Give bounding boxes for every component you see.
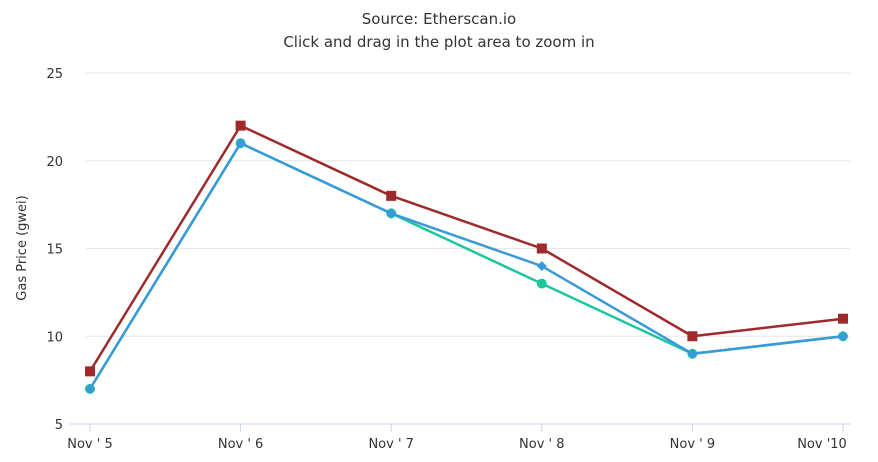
series-2-point-3[interactable] — [536, 243, 547, 254]
series-1-point-1[interactable] — [235, 138, 246, 149]
series-1-point-5[interactable] — [838, 331, 848, 342]
series-0-point-3[interactable] — [536, 278, 547, 289]
series-2-point-4[interactable] — [687, 331, 698, 342]
series-1-point-2[interactable] — [386, 208, 397, 219]
series-2-point-0[interactable] — [85, 366, 95, 377]
y-tick-label-0: 5 — [55, 418, 63, 433]
chart-title-line-1: Source: Etherscan.io — [362, 10, 516, 28]
x-tick-label-5: Nov '10 — [797, 437, 847, 452]
y-tick-label-4: 25 — [46, 67, 63, 82]
x-tick-label-3: Nov ' 8 — [519, 437, 564, 452]
series-line-2 — [88, 124, 844, 373]
y-tick-label-2: 15 — [46, 243, 63, 258]
x-tick-label-0: Nov ' 5 — [67, 437, 112, 452]
axes: 5 10 15 20 25 Nov ' 5 Nov ' 6 Nov ' 7 Nov ' 8 Nov… — [46, 67, 850, 452]
series-line-1 — [88, 141, 844, 390]
y-tick-label-3: 20 — [46, 155, 63, 170]
series-layer — [85, 120, 848, 394]
series-2-point-2[interactable] — [386, 190, 397, 201]
series-2-point-1[interactable] — [235, 120, 246, 131]
series-1-point-4[interactable] — [687, 348, 698, 359]
x-tick-label-2: Nov ' 7 — [368, 437, 413, 452]
series-1-point-0[interactable] — [85, 383, 95, 394]
x-tick-label-1: Nov ' 6 — [218, 437, 263, 452]
x-tick-label-4: Nov ' 9 — [670, 437, 715, 452]
series-line-0 — [88, 141, 844, 390]
y-tick-label-1: 10 — [46, 330, 63, 345]
y-axis-title: Gas Price (gwei) — [15, 195, 30, 300]
gridlines — [86, 72, 850, 337]
series-2-point-5[interactable] — [838, 313, 848, 324]
series-1-point-3[interactable] — [536, 261, 547, 272]
chart-title-line-2: Click and drag in the plot area to zoom … — [283, 33, 594, 51]
